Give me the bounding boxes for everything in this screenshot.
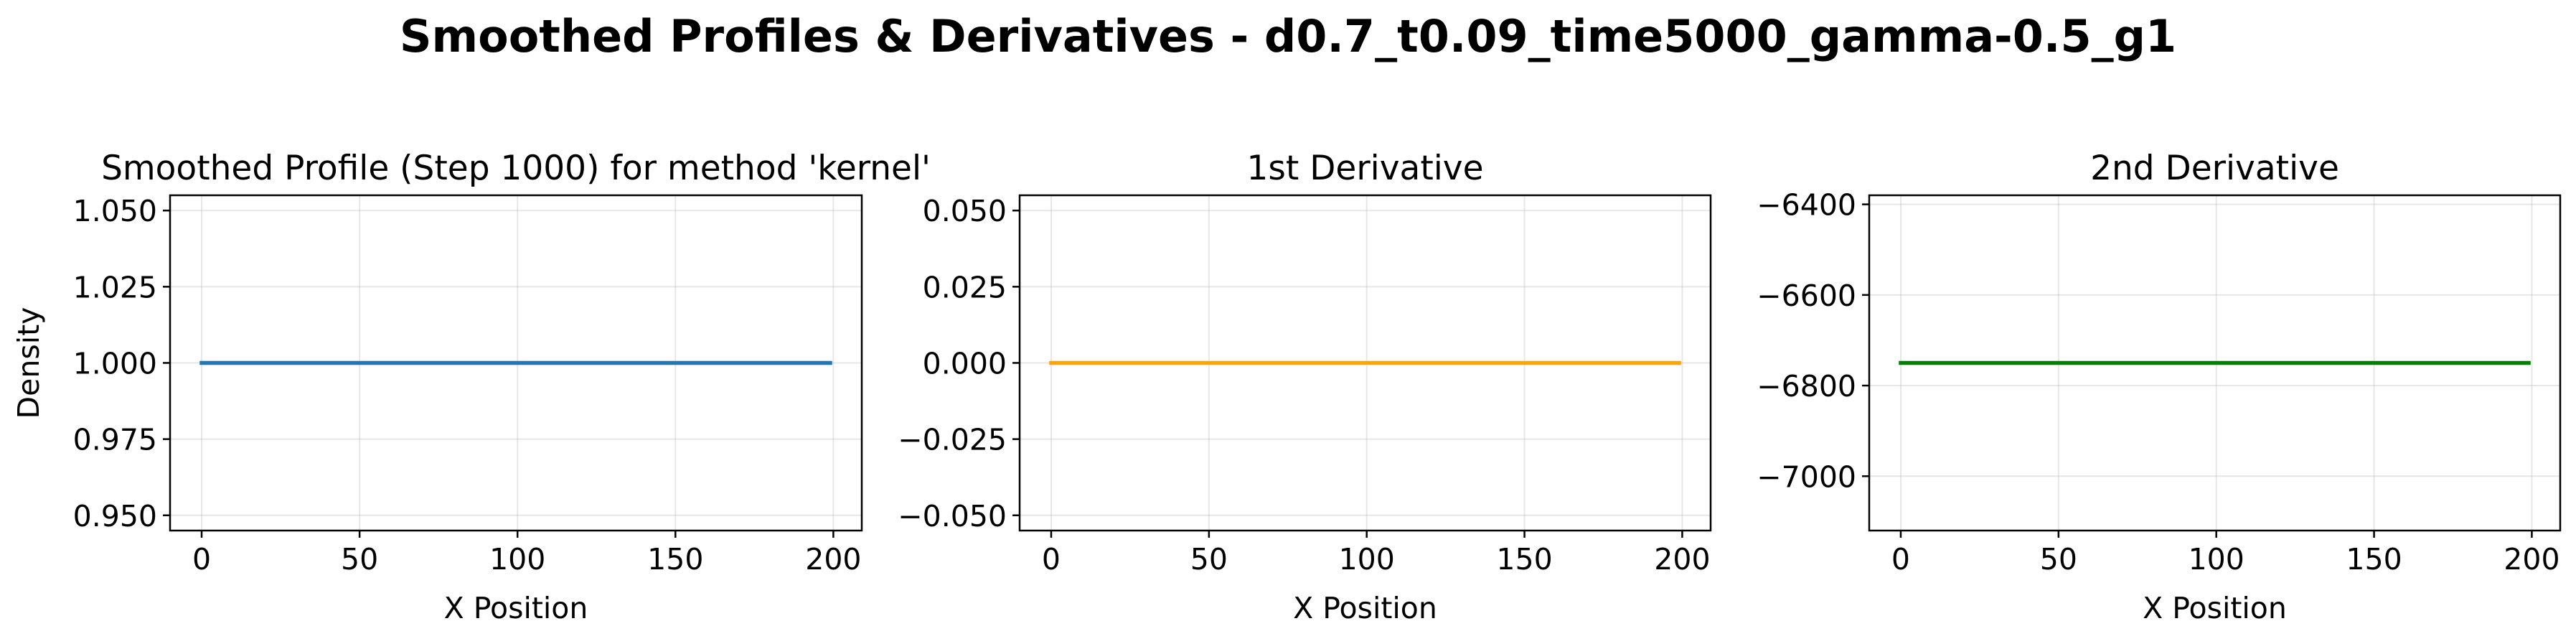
subplot-1: 0 50 100 150 200 0.950 0.975 1.000 1.025 1.050 Smo… (11, 149, 931, 625)
x-tick-label: 100 (2189, 542, 2244, 577)
x-tick-label: 150 (647, 542, 703, 577)
y-tick-label: 0.050 (923, 194, 1007, 228)
y-tick-label: 1.000 (73, 347, 157, 381)
figure-title: Smoothed Profiles & Derivatives - d0.7_t… (400, 10, 2176, 62)
x-tick-label: 0 (1891, 542, 1910, 577)
x-axis-label: X Position (1293, 591, 1437, 625)
subplot-2: 0 50 100 150 200 −0.050 −0.025 0.000 0.025 0.050 1… (898, 149, 1712, 625)
y-tick-label: −6400 (1757, 188, 1856, 223)
subplot-3: 0 50 100 150 200 −7000 −6800 −6600 −6400 2nd Deri… (1757, 149, 2562, 625)
subplots: 0 50 100 150 200 0.950 0.975 1.000 1.025 1.050 Smo… (11, 149, 2562, 625)
x-tick-label: 150 (2346, 542, 2402, 577)
x-axis-label: X Position (444, 591, 588, 625)
y-tick-label: −6600 (1757, 279, 1856, 313)
axes-frame (1868, 194, 2562, 532)
x-tick-label: 200 (805, 542, 861, 577)
y-tick-label: −0.050 (898, 499, 1007, 533)
x-tick-label: 100 (489, 542, 545, 577)
subplot-title: 2nd Derivative (2090, 149, 2339, 188)
subplot-title: Smoothed Profile (Step 1000) for method … (101, 149, 931, 188)
y-tick-label: 1.050 (73, 194, 157, 228)
x-tick-label: 50 (2040, 542, 2077, 577)
y-tick-label: 0.025 (923, 270, 1007, 304)
y-axis-label: Density (11, 307, 46, 419)
y-tick-label: −0.025 (898, 423, 1007, 457)
x-tick-label: 200 (2504, 542, 2559, 577)
x-tick-label: 100 (1339, 542, 1395, 577)
x-tick-label: 0 (192, 542, 211, 577)
x-tick-label: 50 (341, 542, 378, 577)
x-tick-label: 0 (1042, 542, 1061, 577)
x-tick-label: 150 (1496, 542, 1552, 577)
y-tick-label: 0.975 (73, 423, 157, 457)
y-tick-label: 0.950 (73, 499, 157, 533)
x-tick-label: 50 (1190, 542, 1228, 577)
y-tick-label: 1.025 (73, 270, 157, 304)
y-tick-label: 0.000 (923, 347, 1007, 381)
x-axis-label: X Position (2143, 591, 2287, 625)
y-tick-label: −7000 (1757, 459, 1856, 494)
subplot-title: 1st Derivative (1246, 149, 1483, 188)
y-tick-label: −6800 (1757, 369, 1856, 403)
x-tick-label: 200 (1654, 542, 1710, 577)
